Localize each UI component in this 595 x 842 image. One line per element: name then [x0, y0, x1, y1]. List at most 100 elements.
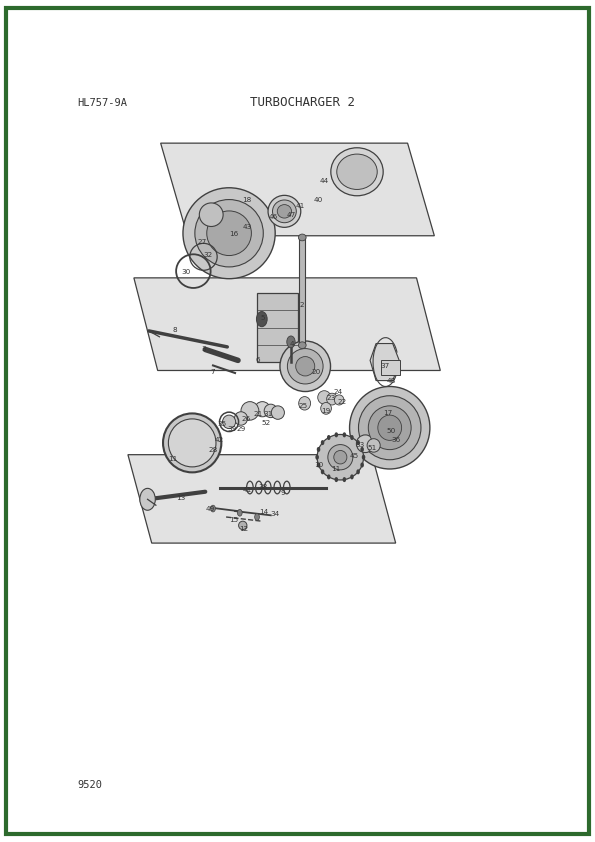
Polygon shape	[161, 143, 434, 236]
Text: 29: 29	[236, 426, 246, 433]
Ellipse shape	[334, 395, 344, 405]
Circle shape	[334, 432, 338, 437]
Text: 51: 51	[367, 445, 377, 451]
Ellipse shape	[183, 188, 275, 279]
Text: 35: 35	[217, 420, 227, 427]
Circle shape	[255, 514, 259, 520]
Text: 18: 18	[242, 197, 252, 204]
Ellipse shape	[331, 148, 383, 195]
Text: 50: 50	[387, 428, 396, 434]
Circle shape	[315, 455, 319, 460]
Ellipse shape	[356, 435, 374, 453]
Text: 48: 48	[386, 377, 396, 384]
Ellipse shape	[195, 200, 264, 267]
Ellipse shape	[337, 154, 377, 189]
Text: 28: 28	[208, 447, 218, 454]
Ellipse shape	[163, 413, 221, 472]
Circle shape	[327, 474, 331, 479]
Polygon shape	[370, 344, 400, 381]
Text: 41: 41	[296, 203, 305, 210]
Text: 21: 21	[253, 411, 262, 418]
Circle shape	[140, 488, 155, 510]
Ellipse shape	[168, 419, 216, 467]
Text: 39: 39	[227, 426, 237, 433]
Text: 49: 49	[205, 506, 215, 513]
Text: 47: 47	[287, 211, 296, 218]
Text: 24: 24	[333, 388, 343, 395]
Ellipse shape	[268, 195, 301, 227]
Text: 2: 2	[300, 301, 305, 308]
Ellipse shape	[271, 406, 284, 419]
Circle shape	[317, 447, 320, 452]
Ellipse shape	[350, 386, 430, 469]
Ellipse shape	[199, 203, 223, 226]
Text: 6: 6	[255, 357, 260, 364]
Ellipse shape	[358, 396, 421, 460]
Ellipse shape	[264, 404, 277, 418]
Text: 22: 22	[337, 399, 347, 406]
Text: TURBOCHARGER 2: TURBOCHARGER 2	[250, 96, 355, 109]
Text: 25: 25	[299, 402, 308, 409]
Ellipse shape	[273, 200, 296, 223]
Text: 42: 42	[214, 436, 224, 443]
Text: 15: 15	[229, 517, 239, 524]
Circle shape	[356, 469, 360, 474]
Text: 20: 20	[312, 369, 321, 376]
Text: 33: 33	[355, 441, 365, 448]
Ellipse shape	[277, 205, 292, 218]
Text: 11: 11	[168, 456, 177, 462]
Circle shape	[361, 462, 364, 467]
Text: 14: 14	[259, 509, 268, 515]
Circle shape	[350, 474, 353, 479]
Text: 52: 52	[262, 419, 271, 426]
Ellipse shape	[367, 439, 380, 452]
Text: 23: 23	[327, 395, 336, 402]
Circle shape	[361, 447, 364, 452]
Circle shape	[356, 440, 360, 445]
Text: 45: 45	[349, 453, 359, 460]
Text: 26: 26	[241, 416, 250, 423]
Circle shape	[343, 477, 346, 482]
FancyBboxPatch shape	[257, 293, 298, 362]
Ellipse shape	[239, 521, 247, 530]
Text: 13: 13	[176, 495, 185, 502]
Circle shape	[317, 462, 320, 467]
Ellipse shape	[299, 234, 306, 241]
Polygon shape	[128, 455, 396, 543]
Text: 12: 12	[239, 525, 249, 532]
Text: 27: 27	[198, 239, 207, 246]
Circle shape	[256, 312, 267, 327]
Ellipse shape	[318, 391, 331, 404]
Text: 34: 34	[270, 510, 280, 517]
Circle shape	[362, 455, 365, 460]
Ellipse shape	[378, 415, 402, 440]
Circle shape	[343, 432, 346, 437]
Circle shape	[211, 505, 215, 512]
Text: 32: 32	[203, 252, 213, 258]
Text: 36: 36	[391, 436, 400, 443]
Text: 9520: 9520	[77, 780, 102, 790]
Text: 8: 8	[172, 327, 177, 333]
Ellipse shape	[317, 434, 364, 480]
Text: 4: 4	[289, 340, 294, 347]
Ellipse shape	[321, 402, 331, 414]
Ellipse shape	[327, 393, 337, 405]
Text: 9: 9	[280, 489, 285, 496]
Text: 10: 10	[314, 461, 323, 468]
Text: 7: 7	[211, 369, 215, 376]
Text: 46: 46	[269, 214, 278, 221]
Ellipse shape	[207, 211, 252, 256]
Text: 5: 5	[261, 315, 265, 322]
Text: 19: 19	[321, 408, 331, 414]
Ellipse shape	[287, 349, 323, 384]
Text: HL757-9A: HL757-9A	[77, 98, 127, 108]
Text: 16: 16	[229, 231, 239, 237]
Ellipse shape	[334, 450, 347, 464]
Ellipse shape	[299, 342, 306, 349]
Text: 31: 31	[263, 411, 273, 418]
Ellipse shape	[255, 402, 270, 417]
Ellipse shape	[241, 402, 259, 420]
Ellipse shape	[299, 397, 311, 410]
Circle shape	[350, 435, 353, 440]
Ellipse shape	[296, 357, 315, 376]
